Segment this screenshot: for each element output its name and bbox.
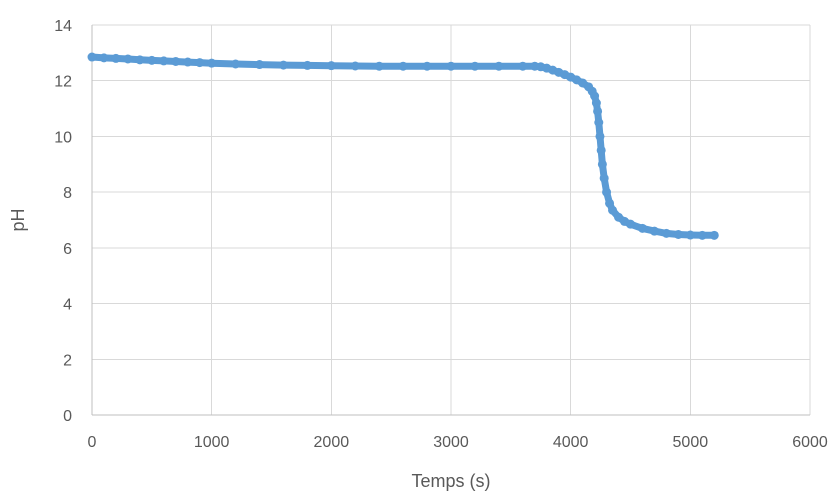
x-tick-label: 4000 xyxy=(553,434,589,451)
data-point xyxy=(595,131,605,141)
x-tick-label: 6000 xyxy=(792,434,828,451)
data-point xyxy=(446,61,456,71)
y-tick-label: 8 xyxy=(63,185,72,202)
data-point xyxy=(159,56,169,66)
data-point xyxy=(326,61,336,71)
data-point xyxy=(255,60,265,70)
data-point xyxy=(111,53,121,63)
x-tick-label: 5000 xyxy=(673,434,709,451)
data-point xyxy=(637,223,647,233)
data-point xyxy=(593,106,603,116)
data-point xyxy=(135,55,145,65)
x-tick-label: 1000 xyxy=(194,434,230,451)
y-axis-title: pH xyxy=(8,208,28,231)
x-axis-title: Temps (s) xyxy=(411,471,490,491)
data-point xyxy=(207,58,217,68)
y-tick-label: 14 xyxy=(54,18,72,35)
data-point xyxy=(661,228,671,238)
data-point xyxy=(171,56,181,66)
data-point xyxy=(278,60,288,70)
data-point xyxy=(602,187,612,197)
y-tick-label: 2 xyxy=(63,352,72,369)
y-tick-label: 0 xyxy=(63,408,72,425)
data-point xyxy=(590,91,600,101)
data-point xyxy=(195,58,205,68)
data-point xyxy=(99,53,109,63)
data-point xyxy=(673,229,683,239)
axes xyxy=(91,25,810,416)
data-point xyxy=(599,173,609,183)
data-point xyxy=(183,57,193,67)
data-point xyxy=(596,145,606,155)
data-point xyxy=(591,98,601,108)
data-point xyxy=(626,219,635,229)
x-tick-label: 2000 xyxy=(314,434,350,451)
data-point xyxy=(87,52,97,62)
data-point xyxy=(231,59,241,69)
data-series xyxy=(87,52,719,240)
data-point xyxy=(350,61,360,71)
data-point xyxy=(398,61,408,71)
data-point xyxy=(685,230,695,240)
data-point xyxy=(123,54,133,64)
tick-labels: 0 2 4 6 8 10 12 14 0 1000 2000 3000 4000 5000 6000 xyxy=(54,18,828,451)
gridlines xyxy=(92,24,811,415)
x-tick-label: 0 xyxy=(88,434,97,451)
data-point xyxy=(470,61,480,71)
data-point xyxy=(649,226,659,236)
data-point xyxy=(597,159,607,169)
data-point xyxy=(697,230,707,240)
data-point xyxy=(518,61,528,71)
data-point xyxy=(605,198,615,208)
x-tick-label: 3000 xyxy=(433,434,469,451)
data-point xyxy=(147,55,157,65)
data-point xyxy=(494,61,504,71)
data-point xyxy=(302,60,312,70)
data-point xyxy=(594,118,604,127)
series-line xyxy=(88,53,718,239)
y-tick-label: 12 xyxy=(54,74,72,91)
data-point xyxy=(422,61,432,71)
y-tick-label: 6 xyxy=(63,241,72,258)
y-tick-label: 4 xyxy=(63,297,72,314)
data-point xyxy=(374,61,384,71)
data-point xyxy=(608,205,618,215)
y-tick-label: 10 xyxy=(54,129,72,146)
data-point xyxy=(709,230,719,240)
